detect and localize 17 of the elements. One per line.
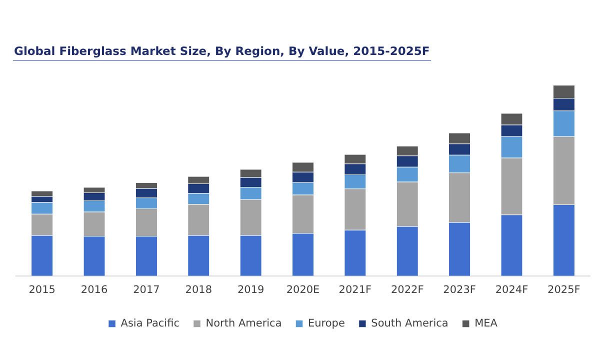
x-tick-label: 2020E xyxy=(286,284,320,296)
x-tick-label: 2018 xyxy=(185,284,212,296)
legend-label: MEA xyxy=(474,317,498,330)
x-tick-label: 2015 xyxy=(28,284,56,296)
x-tick-label: 2024F xyxy=(495,284,528,296)
legend-label: South America xyxy=(371,317,448,330)
x-tick-label: 2023F xyxy=(443,284,476,296)
x-tick-label: 2021F xyxy=(338,284,372,296)
chart-title: Global Fiberglass Market Size, By Region, By Value, 2015-2025F xyxy=(13,44,431,61)
x-tick-label: 2016 xyxy=(80,284,108,296)
legend-label: Asia Pacific xyxy=(120,317,180,330)
legend-label: North America xyxy=(206,317,282,330)
legend-label: Europe xyxy=(308,317,345,330)
x-tick-label: 2025F xyxy=(548,284,580,296)
x-tick-label: 2022F xyxy=(390,284,424,296)
x-tick-label: 2019 xyxy=(237,284,264,296)
x-tick-label: 2017 xyxy=(133,284,160,296)
